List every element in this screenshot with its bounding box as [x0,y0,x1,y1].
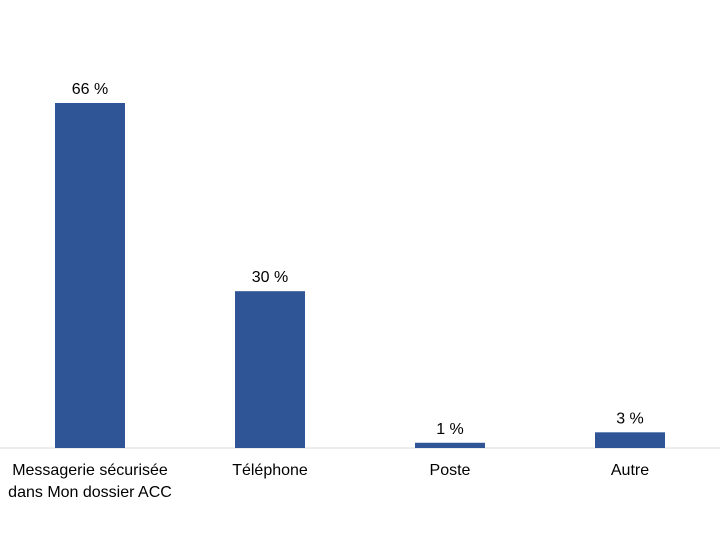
category-label-2: Poste [430,462,471,479]
category-label-0-line-1: dans Mon dossier ACC [8,484,172,501]
data-label-2: 1 % [436,421,464,438]
category-label-3: Autre [611,462,649,479]
data-label-0: 66 % [72,81,108,98]
category-labels-group: Messagerie sécurisée dans Mon dossier ACC… [8,462,649,501]
bars-group [55,103,665,448]
category-label-1: Téléphone [232,462,308,479]
bar-0 [55,103,125,448]
bar-1 [235,291,305,448]
bar-2 [415,442,485,448]
data-label-3: 3 % [616,410,644,427]
data-label-1: 30 % [252,269,288,286]
data-labels-group: 66 % 30 % 1 % 3 % [72,81,644,438]
bar-3 [595,432,665,448]
category-label-0-line-0: Messagerie sécurisée [12,462,168,479]
